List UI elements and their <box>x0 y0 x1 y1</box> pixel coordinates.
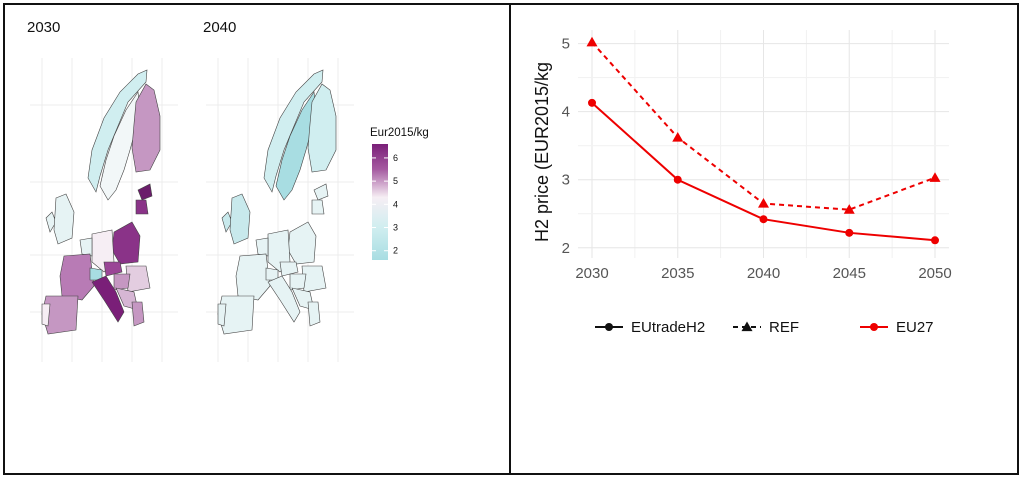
x-tick-label: 2050 <box>918 265 951 282</box>
data-point-ref <box>929 172 941 182</box>
x-tick-label: 2045 <box>833 265 866 282</box>
region-greece <box>131 301 145 327</box>
y-tick-label: 4 <box>562 104 570 121</box>
x-tick-label: 2035 <box>661 265 694 282</box>
region-baltic-north <box>313 183 329 201</box>
region-poland <box>287 221 317 265</box>
region-france <box>235 253 271 301</box>
data-point-eutradeh2 <box>588 98 596 107</box>
region-baltic-south <box>135 199 149 215</box>
y-tick-label: 5 <box>562 36 570 53</box>
y-tick-label: 2 <box>562 240 570 257</box>
region-czechia <box>279 261 299 277</box>
map-figure: 2030 2040 <box>27 19 429 362</box>
x-tick-label: 2030 <box>575 265 608 282</box>
series-layer <box>586 36 941 245</box>
legend-key-marker <box>870 323 878 331</box>
region-portugal <box>217 303 227 327</box>
region-finland <box>131 83 161 173</box>
data-point-ref <box>672 132 684 142</box>
region-finland <box>307 83 337 173</box>
panel-divider <box>509 3 511 475</box>
region-norway <box>263 69 324 193</box>
region-romania <box>301 265 327 293</box>
region-norway <box>87 69 148 193</box>
region-portugal <box>41 303 51 327</box>
y-tick-label: 3 <box>562 172 570 189</box>
region-italy <box>91 275 125 323</box>
legend-tick-label: 3 <box>393 223 398 233</box>
region-italy <box>267 275 301 323</box>
region-hungary <box>289 273 307 291</box>
europe-map-2030 <box>41 69 161 335</box>
data-point-ref <box>758 198 769 208</box>
legend-label: REF <box>769 319 799 336</box>
region-france <box>59 253 95 301</box>
data-point-ref <box>843 204 855 214</box>
chart-grid-vertical <box>591 30 936 258</box>
legend-title: Eur2015/kg <box>370 127 429 139</box>
region-greece <box>307 301 321 327</box>
legend-key-marker <box>605 323 613 331</box>
y-tick-labels: 2 3 4 5 <box>562 36 570 257</box>
region-baltic-north <box>137 183 153 201</box>
h2-price-chart: 2 3 4 5 2030 2035 2040 2045 2050 H2 price (EUR2… <box>532 30 952 336</box>
map-title-2040: 2040 <box>203 19 236 36</box>
map-title-2030: 2030 <box>27 19 60 36</box>
legend-colorbar <box>372 144 388 260</box>
data-point-ref <box>586 36 598 47</box>
legend-label: EUtradeH2 <box>631 319 705 336</box>
legend-tick-label: 5 <box>393 176 398 186</box>
chart-grid-horizontal <box>578 43 949 249</box>
region-baltic-south <box>311 199 325 215</box>
region-romania <box>125 265 151 293</box>
region-czechia <box>103 261 123 277</box>
region-uk <box>229 193 251 245</box>
legend-label: EU27 <box>896 319 934 336</box>
region-poland <box>111 221 141 265</box>
data-point-eutradeh2 <box>931 236 939 245</box>
region-benelux <box>255 237 269 257</box>
europe-map-2040 <box>217 69 337 335</box>
data-point-eutradeh2 <box>759 215 768 224</box>
legend-key-marker <box>741 321 753 332</box>
legend-ticks: 6 5 4 3 2 <box>372 153 398 256</box>
chart-legend: EUtradeH2 REF EU27 <box>595 319 934 336</box>
figure-frame <box>3 3 1019 475</box>
x-tick-labels: 2030 2035 2040 2045 2050 <box>575 265 951 282</box>
region-hungary <box>113 273 131 291</box>
legend-tick-label: 2 <box>393 246 398 256</box>
region-benelux <box>79 237 93 257</box>
data-point-eutradeh2 <box>845 228 854 237</box>
legend-tick-label: 6 <box>393 153 398 163</box>
x-tick-label: 2040 <box>747 265 780 282</box>
legend-tick-label: 4 <box>393 199 398 209</box>
data-point-eutradeh2 <box>673 175 682 184</box>
region-uk <box>53 193 75 245</box>
y-axis-label: H2 price (EUR2015/kg <box>532 62 552 242</box>
